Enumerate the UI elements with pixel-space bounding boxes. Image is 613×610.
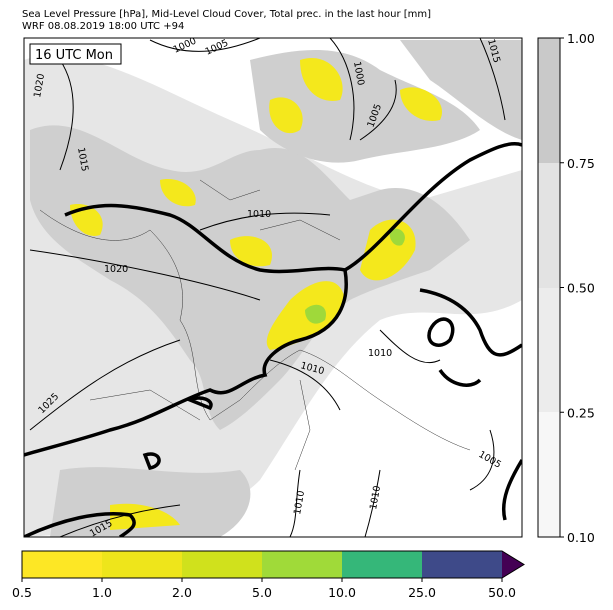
tick-label: 0.10 <box>567 530 595 545</box>
tick-label: 0.50 <box>567 281 595 296</box>
precip-colorbar: 0.5 1.0 2.0 5.0 10.0 25.0 50.0 <box>12 550 525 600</box>
contour-label: 1010 <box>368 348 392 359</box>
contour-label: 1000 <box>351 61 366 87</box>
tick-label: 2.0 <box>172 585 192 600</box>
tick-label: 0.75 <box>567 156 595 171</box>
contour-label: 1015 <box>75 147 90 173</box>
subtitle: WRF 08.08.2019 18:00 UTC +94 <box>22 21 184 32</box>
tick-label: 5.0 <box>252 585 272 600</box>
contour-label: 1010 <box>368 485 383 511</box>
contour-label: 1020 <box>104 264 128 275</box>
time-label: 16 UTC Mon <box>35 48 113 63</box>
tick-label: 10.0 <box>328 585 356 600</box>
title: Sea Level Pressure [hPa], Mid-Level Clou… <box>22 9 431 20</box>
tick-label: 25.0 <box>408 585 436 600</box>
tick-label: 0.25 <box>567 405 595 420</box>
tick-label: 50.0 <box>488 585 516 600</box>
tick-label: 0.5 <box>12 585 32 600</box>
map: 16 UTC Mon 1000 1005 1015 1020 1015 1000… <box>23 36 523 540</box>
contour-label: 1010 <box>247 209 271 220</box>
contour-label: 1010 <box>292 490 307 516</box>
tick-label: 1.00 <box>567 31 595 46</box>
cloud-colorbar: 0.10 0.25 0.50 0.75 1.00 <box>537 31 595 545</box>
contour-label: 1020 <box>32 73 47 99</box>
tick-label: 1.0 <box>92 585 112 600</box>
